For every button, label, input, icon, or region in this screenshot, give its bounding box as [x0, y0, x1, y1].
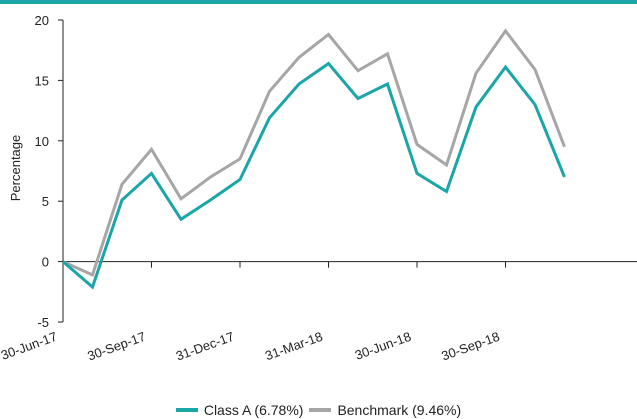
top-accent-rule [0, 0, 637, 4]
x-tick-label: 30-Sep-18 [439, 329, 501, 364]
series-lines [62, 28, 566, 290]
y-axis-label: Percentage [8, 135, 23, 202]
legend-label-benchmark: Benchmark (9.46%) [337, 401, 462, 418]
legend-item-class-a: Class A (6.78%) [175, 401, 304, 418]
y-tick-label: -5 [37, 315, 49, 330]
x-tick-label: 30-Jun-17 [0, 329, 59, 363]
y-tick-label: 20 [35, 13, 49, 28]
x-tick-label: 30-Jun-18 [353, 329, 413, 363]
legend-swatch-benchmark [309, 407, 332, 412]
line-chart: 20 15 10 5 0 -5 30-Jun-17 30-Sep-17 31-Dec-17 31… [0, 13, 637, 364]
x-tick-label: 30-Sep-17 [85, 329, 147, 364]
y-axis-ticks: 20 15 10 5 0 -5 [35, 13, 63, 330]
y-tick-label: 15 [35, 73, 49, 88]
series-line-benchmark [62, 28, 566, 277]
x-tick-label: 31-Mar-18 [263, 329, 324, 364]
x-tick-label: 31-Dec-17 [174, 329, 236, 364]
legend-item-benchmark: Benchmark (9.46%) [309, 402, 461, 418]
legend-swatch-class-a [175, 407, 198, 412]
legend-label-class-a: Class A (6.78%) [203, 401, 304, 418]
y-tick-label: 10 [35, 134, 49, 149]
x-axis-ticks: 30-Jun-17 30-Sep-17 31-Dec-17 31-Mar-18 30-J… [0, 261, 506, 364]
chart-legend: Class A (6.78%) Benchmark (9.46%) [0, 400, 637, 419]
y-tick-label: 0 [42, 255, 49, 270]
y-tick-label: 5 [42, 194, 49, 209]
series-line-class-a [62, 61, 566, 290]
